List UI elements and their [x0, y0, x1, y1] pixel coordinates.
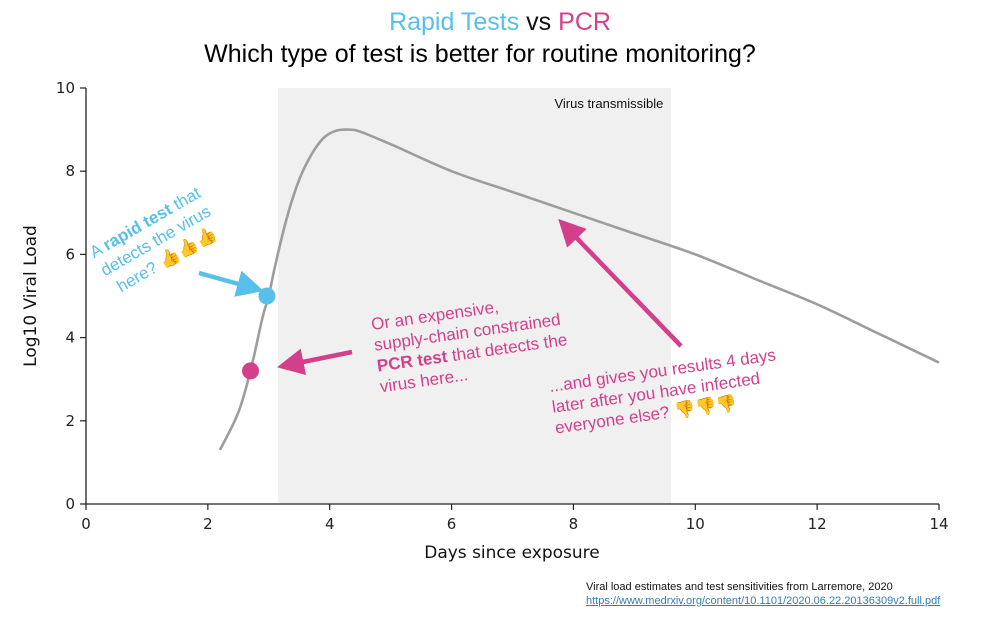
y-axis-title: Log10 Viral Load [21, 225, 41, 367]
y-tick-label: 6 [65, 245, 75, 263]
credit-text: Viral load estimates and test sensitivit… [586, 581, 893, 593]
rapid-annotation: A rapid test that detects the virus here… [86, 183, 220, 296]
x-tick-label: 12 [808, 515, 827, 533]
credit: Viral load estimates and test sensitivit… [586, 580, 940, 608]
title-rapid-tests: Rapid Tests [389, 8, 519, 36]
y-tick-label: 0 [65, 495, 75, 513]
x-axis-title: Days since exposure [424, 543, 600, 563]
y-tick-label: 4 [65, 329, 75, 347]
x-tick-label: 10 [686, 515, 705, 533]
chart-subtitle: Which type of test is better for routine… [204, 40, 756, 68]
x-tick-label: 6 [447, 515, 457, 533]
transmissible-region-label: Virus transmissible [554, 96, 663, 111]
rapid-test-point [258, 287, 276, 305]
y-tick-label: 10 [56, 79, 75, 97]
rapid-arrow [198, 270, 264, 297]
x-tick-label: 0 [81, 515, 91, 533]
x-tick-label: 2 [203, 515, 213, 533]
y-tick-label: 2 [65, 412, 75, 430]
credit-link[interactable]: https://www.medrxiv.org/content/10.1101/… [586, 595, 941, 607]
pcr-arrow [276, 348, 353, 376]
title-pcr: PCR [558, 8, 611, 36]
x-tick-label: 14 [929, 515, 948, 533]
x-tick-label: 4 [325, 515, 335, 533]
title-vs: vs [519, 8, 558, 36]
y-tick-label: 8 [65, 162, 75, 180]
transmissible-region [277, 88, 671, 504]
pcr-test-point [242, 362, 260, 380]
x-tick-label: 8 [569, 515, 579, 533]
axis-ticks: 0 2 4 6 8 10 12 14 0 2 4 6 8 10 [56, 79, 949, 533]
results-arrow [558, 218, 683, 348]
chart-title: Rapid Tests vs PCR [389, 8, 611, 36]
